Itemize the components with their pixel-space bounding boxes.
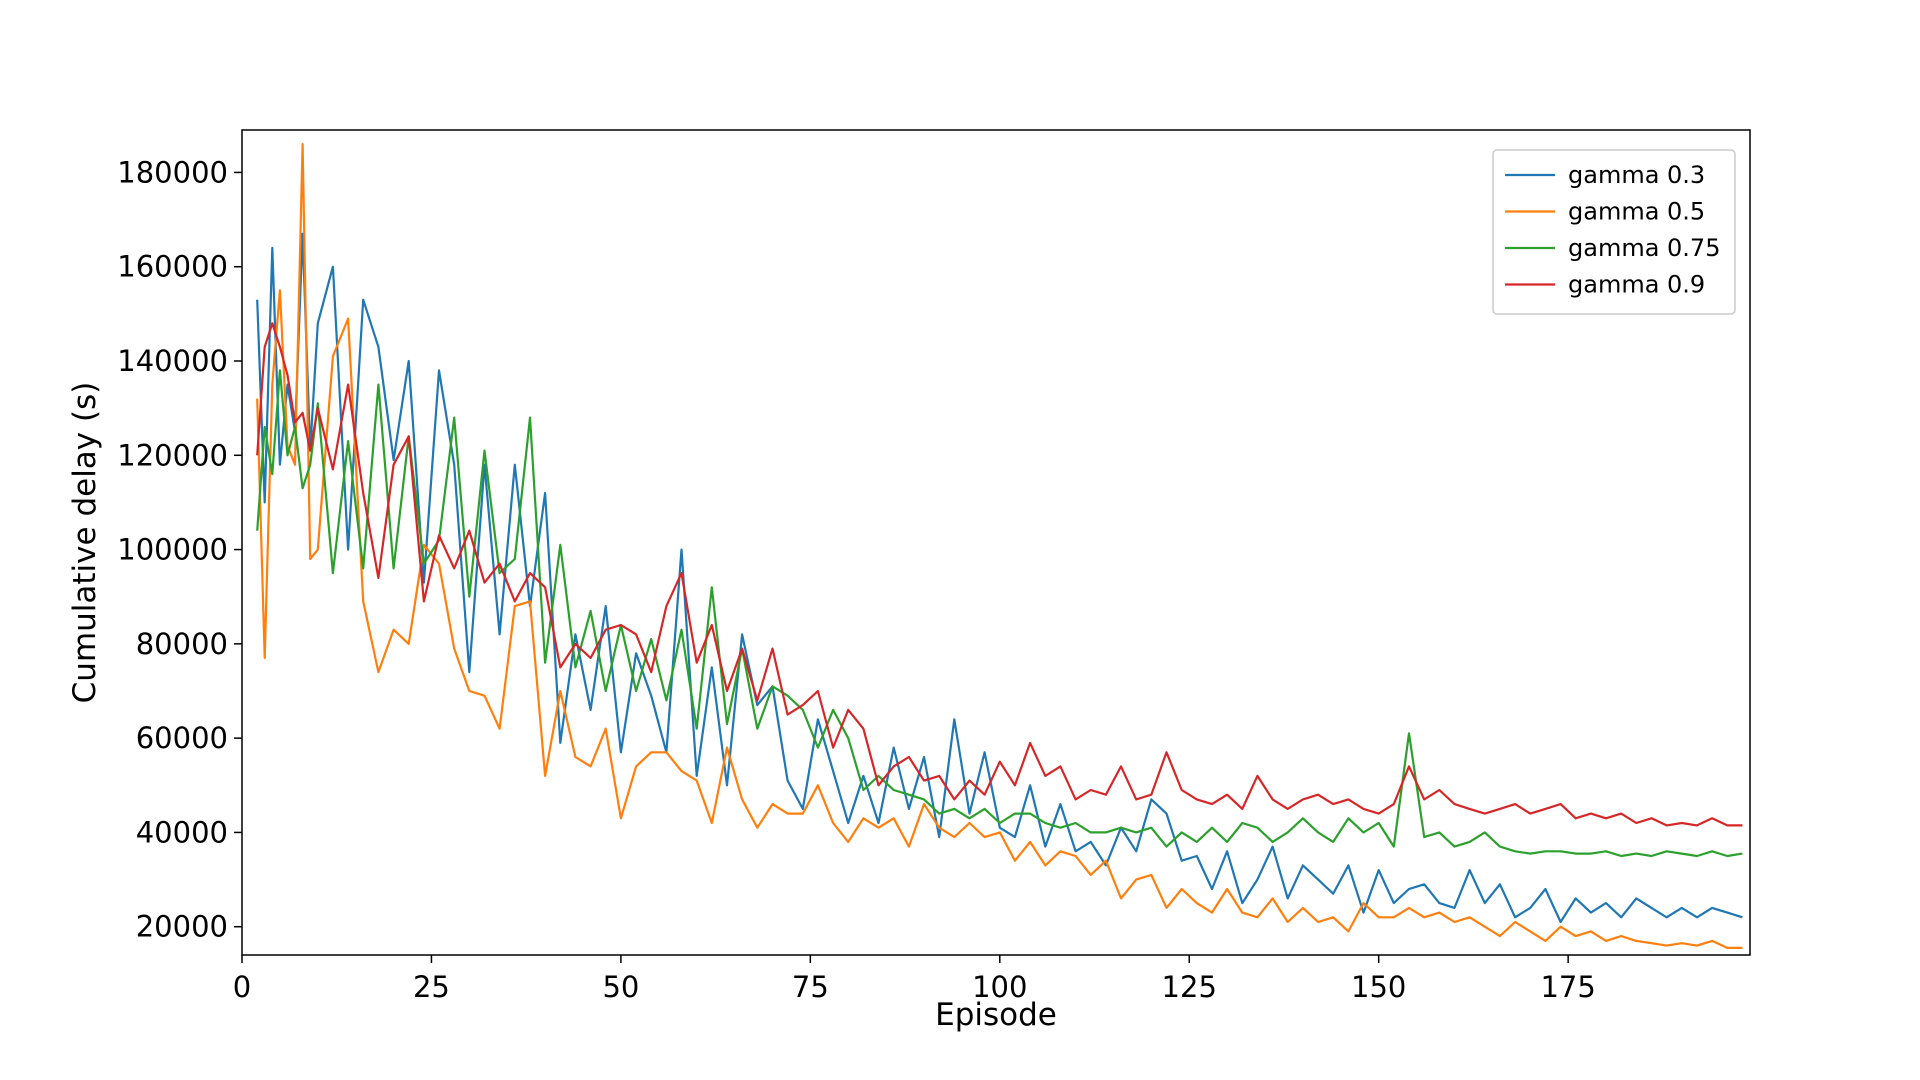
- x-axis-title: Episode: [935, 997, 1057, 1033]
- y-axis-title: Cumulative delay (s): [67, 382, 103, 704]
- x-tick-label: 150: [1351, 970, 1406, 1004]
- x-axis: 0 25 50 75 100 125 150 175: [233, 955, 1596, 1004]
- x-tick-label: 50: [602, 970, 639, 1004]
- y-tick-label: 20000: [136, 910, 228, 944]
- legend-label: gamma 0.5: [1568, 198, 1705, 226]
- x-tick-label: 125: [1162, 970, 1217, 1004]
- series-line-1: [256, 232, 1743, 924]
- series-line-4: [256, 322, 1743, 827]
- y-tick-label: 60000: [136, 721, 228, 755]
- x-tick-label: 75: [792, 970, 829, 1004]
- legend-label: gamma 0.9: [1568, 271, 1705, 299]
- y-tick-label: 100000: [117, 533, 228, 567]
- x-tick-label: 25: [413, 970, 450, 1004]
- plot-frame: [241, 129, 1751, 956]
- x-tick-label: 175: [1540, 970, 1595, 1004]
- y-tick-label: 180000: [117, 155, 228, 189]
- y-tick-label: 120000: [117, 438, 228, 472]
- legend-box: [1492, 149, 1736, 315]
- legend-label: gamma 0.75: [1568, 234, 1720, 262]
- legend: gamma 0.3 gamma 0.5 gamma 0.75 gamma 0.9: [1492, 149, 1736, 315]
- series-layer: [256, 143, 1743, 950]
- legend-label: gamma 0.3: [1568, 161, 1705, 189]
- x-tick-label: 0: [233, 970, 251, 1004]
- y-tick-label: 160000: [117, 250, 228, 284]
- y-tick-label: 80000: [136, 627, 228, 661]
- y-tick-label: 140000: [117, 344, 228, 378]
- y-axis: 20000 40000 60000 80000 100000 120000 140000 16…: [117, 155, 242, 944]
- x-tick-label: 100: [972, 970, 1027, 1004]
- series-line-3: [256, 369, 1743, 858]
- series-line-2: [256, 143, 1743, 950]
- y-tick-label: 40000: [136, 815, 228, 849]
